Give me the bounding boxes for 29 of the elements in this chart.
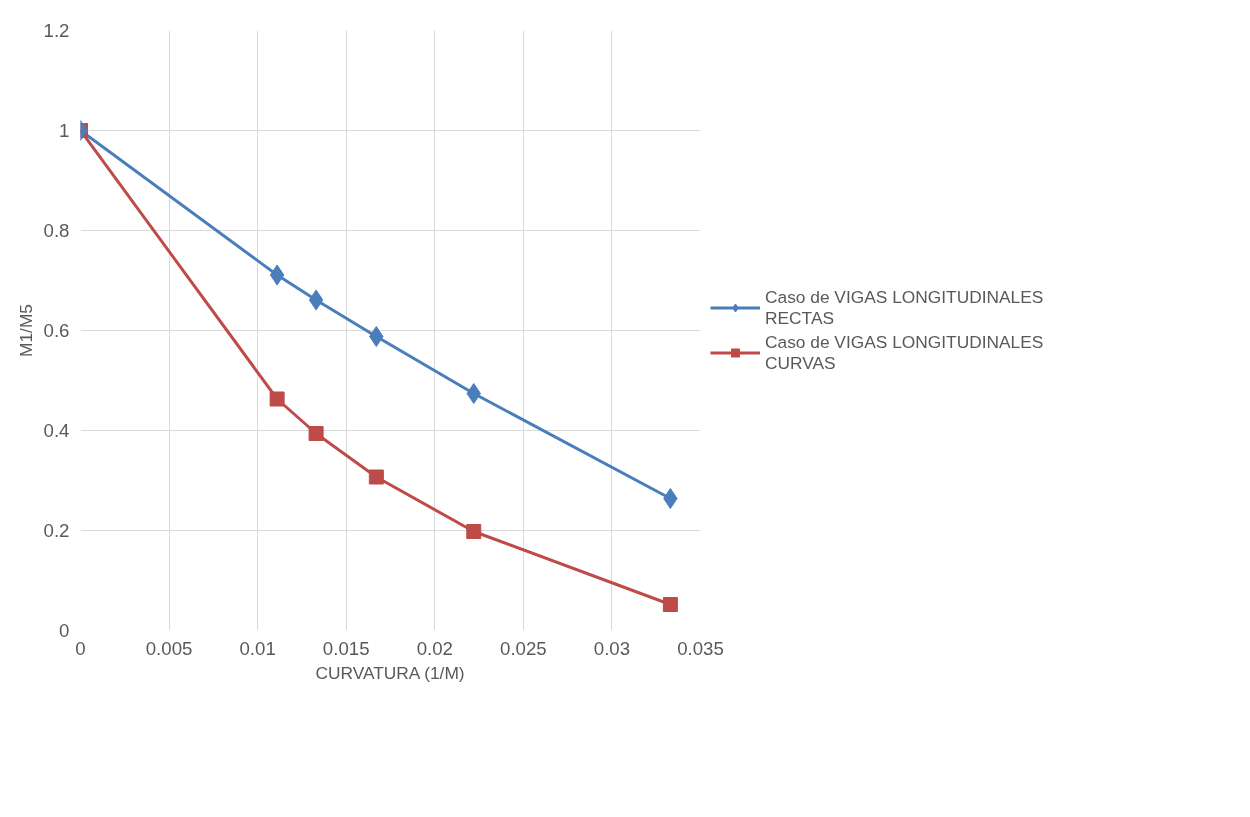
x-tick-label: 0.03: [593, 637, 631, 659]
point: [269, 264, 285, 286]
x-axis-title: CURVATURA (1/M): [315, 662, 465, 683]
point: [662, 597, 678, 612]
point: [368, 469, 384, 485]
point: [269, 391, 285, 407]
x-tick-label: 0.005: [145, 637, 193, 659]
point: [663, 488, 678, 509]
legend-label: Caso de VIGAS LONGITUDINALES RECTAS: [765, 286, 1044, 329]
x-tick-label: 0.01: [239, 637, 276, 659]
point: [466, 383, 481, 404]
x-tick-label: 0.015: [322, 637, 370, 659]
x-tick-label: 0: [75, 637, 86, 659]
legend-label: Caso de VIGAS LONGITUDINALES CURVAS: [765, 331, 1044, 374]
y-tick-label: 0: [59, 620, 70, 641]
point: [308, 289, 324, 311]
y-tick-label: 0.8: [43, 220, 70, 241]
point: [369, 326, 384, 347]
y-tick-label: 1: [59, 120, 70, 141]
x-tick-label: 0.02: [416, 637, 453, 659]
y-tick-label: 0.6: [43, 320, 70, 341]
point: [466, 524, 482, 539]
point: [308, 426, 324, 441]
y-axis-title: M1/M5: [15, 304, 36, 357]
x-tick-label: 0.025: [500, 637, 547, 659]
y-tick-label: 0.2: [43, 520, 70, 541]
y-tick-label: 1.2: [43, 20, 70, 41]
x-tick-label: 0.035: [677, 637, 724, 659]
y-tick-label: 0.4: [43, 420, 70, 441]
